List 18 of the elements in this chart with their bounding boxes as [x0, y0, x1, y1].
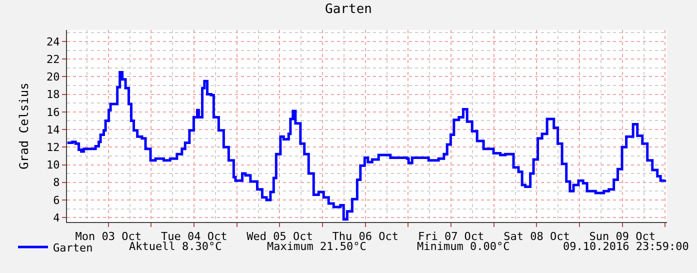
text: Maximum 21.50°C — [267, 240, 366, 253]
text: Minimum 0.00°C — [417, 240, 510, 253]
y-tick-label: 16 — [46, 106, 60, 119]
y-tick-label: 14 — [46, 123, 60, 136]
y-tick-label: 6 — [53, 194, 60, 207]
legend-label: Garten — [53, 241, 93, 254]
y-tick-label: 24 — [46, 35, 60, 48]
text: Aktuell 8.30°C — [129, 240, 222, 253]
y-tick-label: 22 — [46, 52, 60, 66]
y-tick-label: 18 — [46, 88, 60, 102]
y-tick-label: 4 — [53, 211, 60, 224]
text: 09.10.2016 23:59:00 — [563, 240, 689, 253]
y-axis-title: Grad Celsius — [16, 82, 31, 170]
y-tick-label: 10 — [46, 158, 60, 172]
y-tick-label: 20 — [46, 70, 60, 84]
y-tick-label: 8 — [53, 176, 60, 190]
y-tick-label: 12 — [46, 140, 60, 154]
chart-title: Garten — [325, 2, 372, 18]
